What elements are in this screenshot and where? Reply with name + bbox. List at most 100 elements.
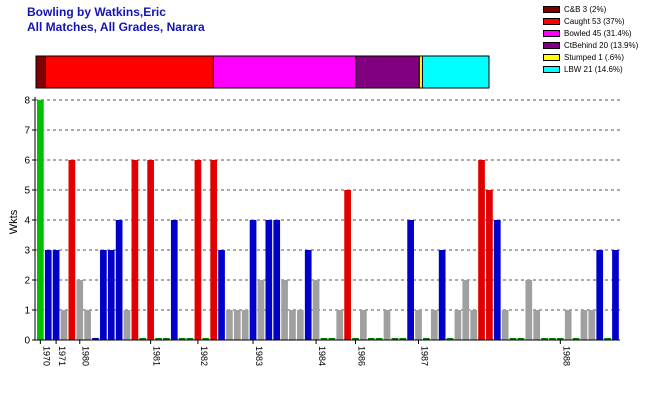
y-tick-label: 6 <box>24 156 30 167</box>
bar <box>107 250 115 340</box>
bar <box>549 338 556 340</box>
y-tick-label: 2 <box>24 276 30 287</box>
bar <box>131 160 139 340</box>
bar <box>257 280 265 340</box>
x-tick-label: 1988 <box>561 346 571 366</box>
x-tick-label: 1986 <box>356 346 366 366</box>
bar <box>100 250 107 340</box>
bar <box>454 310 462 340</box>
bar <box>52 250 60 340</box>
bar <box>423 338 430 340</box>
bar <box>178 338 186 340</box>
bar <box>517 338 525 340</box>
bar <box>218 250 225 340</box>
bar <box>170 220 178 340</box>
bar <box>202 338 210 340</box>
bar <box>564 310 572 340</box>
legend-label-stumped: Stumped 1 (.6%) <box>564 53 625 62</box>
legend-swatch-bowled <box>543 30 560 37</box>
legend-label-cb: C&B 3 (2%) <box>564 5 607 14</box>
bar <box>462 280 470 340</box>
legend-label-caught: Caught 53 (37%) <box>564 17 625 26</box>
chart-title: Bowling by Watkins,Eric <box>27 5 166 19</box>
bar <box>163 338 170 340</box>
bar <box>44 250 52 340</box>
bar <box>289 310 296 340</box>
legend-swatch-stumped <box>543 54 560 61</box>
bar <box>226 310 233 340</box>
legend: C&B 3 (2%) Caught 53 (37%) Bowled 45 (31… <box>543 4 648 76</box>
bar <box>84 310 91 340</box>
bar <box>588 310 596 340</box>
bar <box>123 310 131 340</box>
dismissal-breakdown-bar <box>35 55 490 89</box>
bar <box>304 250 312 340</box>
x-tick-label: 1987 <box>420 346 430 366</box>
y-tick-label: 5 <box>24 186 30 197</box>
y-tick-label: 8 <box>24 96 30 107</box>
bar <box>367 338 375 340</box>
bar <box>265 220 273 340</box>
legend-entry-ctbehind: CtBehind 20 (13.9%) <box>543 40 648 51</box>
axes <box>34 97 620 341</box>
legend-swatch-lbw <box>543 66 560 73</box>
bar <box>446 338 454 340</box>
bar <box>155 338 162 340</box>
y-tick-label: 4 <box>24 216 30 227</box>
bar <box>525 280 533 340</box>
bar <box>493 220 501 340</box>
bar <box>612 250 619 340</box>
bar <box>320 338 328 340</box>
bar <box>360 310 367 340</box>
bar <box>478 160 485 340</box>
bar <box>312 280 320 340</box>
grid <box>35 99 620 311</box>
bar <box>115 220 123 340</box>
bar <box>273 220 281 340</box>
bar <box>344 190 351 340</box>
y-tick-label: 3 <box>24 246 30 257</box>
x-tick-label: 1970 <box>41 346 51 366</box>
bar <box>399 338 407 340</box>
bar <box>186 338 194 340</box>
bar <box>233 310 241 340</box>
bar <box>210 160 218 340</box>
bar <box>241 310 249 340</box>
chart-subtitle: All Matches, All Grades, Narara <box>27 20 205 34</box>
bar <box>375 338 383 340</box>
bar <box>68 160 76 340</box>
bar <box>533 310 541 340</box>
bar <box>352 338 359 340</box>
legend-entry-caught: Caught 53 (37%) <box>543 16 648 27</box>
y-tick-label: 1 <box>24 306 30 317</box>
legend-entry-bowled: Bowled 45 (31.4%) <box>543 28 648 39</box>
legend-entry-lbw: LBW 21 (14.6%) <box>543 64 648 75</box>
legend-entry-cb: C&B 3 (2%) <box>543 4 648 15</box>
bar <box>147 160 154 340</box>
y-ticks: 0 1 2 3 4 5 6 7 8 <box>24 96 35 347</box>
bar <box>501 310 509 340</box>
bar <box>249 220 257 340</box>
breakdown-segment-caught <box>45 55 214 89</box>
x-tick-label: 1981 <box>152 346 162 366</box>
breakdown-segment-cb <box>35 55 47 89</box>
breakdown-segment-lbw <box>421 55 490 89</box>
x-tick-label: 1971 <box>57 346 67 366</box>
bar <box>572 338 580 340</box>
bar <box>194 160 202 340</box>
y-axis-label: Wkts <box>8 209 20 234</box>
x-tick-label: 1983 <box>254 346 264 366</box>
bar <box>415 310 422 340</box>
bar <box>556 338 564 340</box>
bar <box>509 338 517 340</box>
bar <box>580 310 588 340</box>
x-tick-label: 1984 <box>317 346 327 366</box>
bar <box>336 310 344 340</box>
legend-swatch-cb <box>543 6 560 13</box>
bar <box>92 338 99 340</box>
bar <box>596 250 604 340</box>
bar <box>139 338 147 340</box>
legend-entry-stumped: Stumped 1 (.6%) <box>543 52 648 63</box>
bar <box>37 100 44 340</box>
